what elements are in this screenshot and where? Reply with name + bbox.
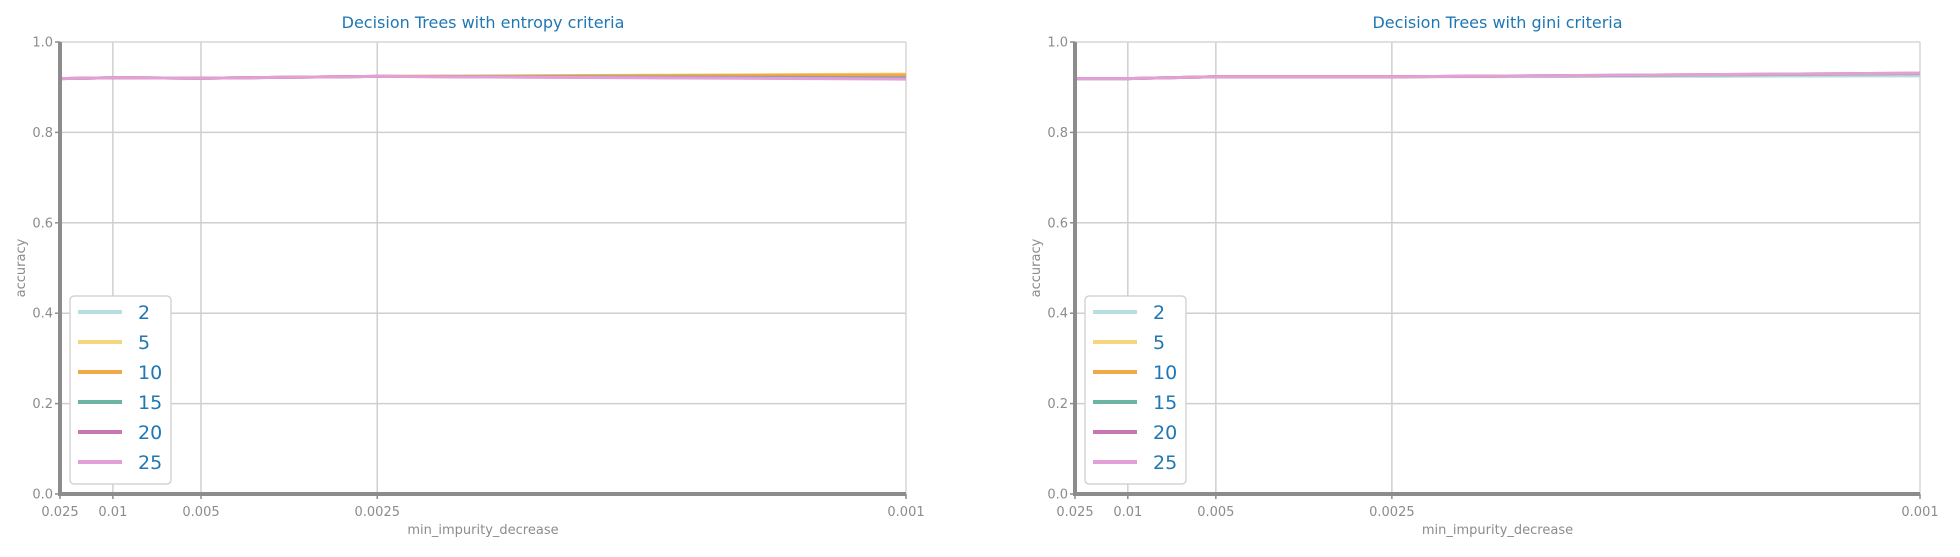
y-tick-label: 0.4 (32, 307, 53, 322)
legend-label-2: 2 (138, 302, 150, 324)
x-tick-label: 0.001 (887, 505, 924, 520)
x-tick-label: 0.001 (1901, 505, 1938, 520)
y-tick-label: 0.6 (1047, 216, 1068, 231)
chart-title: Decision Trees with entropy criteria (342, 13, 625, 32)
y-tick-label: 0.0 (1047, 488, 1068, 503)
y-tick-label: 0.6 (32, 216, 53, 231)
legend-label-2: 2 (1153, 302, 1165, 324)
x-tick-label: 0.01 (1113, 505, 1142, 520)
y-tick-label: 0.8 (32, 126, 53, 141)
chart-panel-1: 0.0 0.2 0.4 0.6 0.8 1.0 0.025 0.01 0.005 0.0025 0.… (14, 13, 925, 538)
legend-label-10: 10 (138, 362, 162, 384)
y-tick-label: 0.2 (32, 397, 53, 412)
legend-label-25: 25 (138, 452, 162, 474)
y-tick-label: 0.8 (1047, 126, 1068, 141)
x-axis-label: min_impurity_decrease (407, 523, 558, 538)
legend-label-20: 20 (138, 422, 162, 444)
x-tick-label: 0.025 (1056, 505, 1093, 520)
x-tick-label: 0.005 (182, 505, 219, 520)
y-tick-label: 1.0 (1047, 36, 1068, 51)
x-tick-label: 0.025 (41, 505, 78, 520)
legend-label-15: 15 (1153, 392, 1177, 414)
x-axis-label: min_impurity_decrease (1422, 523, 1573, 538)
y-tick-label: 1.0 (32, 36, 53, 51)
legend-label-5: 5 (138, 332, 150, 354)
x-tick-label: 0.0025 (1369, 505, 1415, 520)
legend-label-25: 25 (1153, 452, 1177, 474)
legend-label-10: 10 (1153, 362, 1177, 384)
legend-label-20: 20 (1153, 422, 1177, 444)
legend-label-15: 15 (138, 392, 162, 414)
x-tick-label: 0.005 (1197, 505, 1234, 520)
y-axis-label: accuracy (14, 238, 29, 297)
y-tick-label: 0.4 (1047, 307, 1068, 322)
chart-panel-2: 0.0 0.2 0.4 0.6 0.8 1.0 0.025 0.01 0.005 0.0025 0.… (1029, 13, 1939, 538)
y-axis-label: accuracy (1029, 238, 1044, 297)
series-line-25 (59, 74, 907, 81)
chart-title: Decision Trees with gini criteria (1372, 13, 1622, 32)
series-line-25 (1075, 71, 1921, 81)
y-tick-label: 0.2 (1047, 397, 1068, 412)
x-tick-label: 0.0025 (355, 505, 401, 520)
legend-label-5: 5 (1153, 332, 1165, 354)
x-tick-label: 0.01 (98, 505, 127, 520)
y-tick-label: 0.0 (32, 488, 53, 503)
